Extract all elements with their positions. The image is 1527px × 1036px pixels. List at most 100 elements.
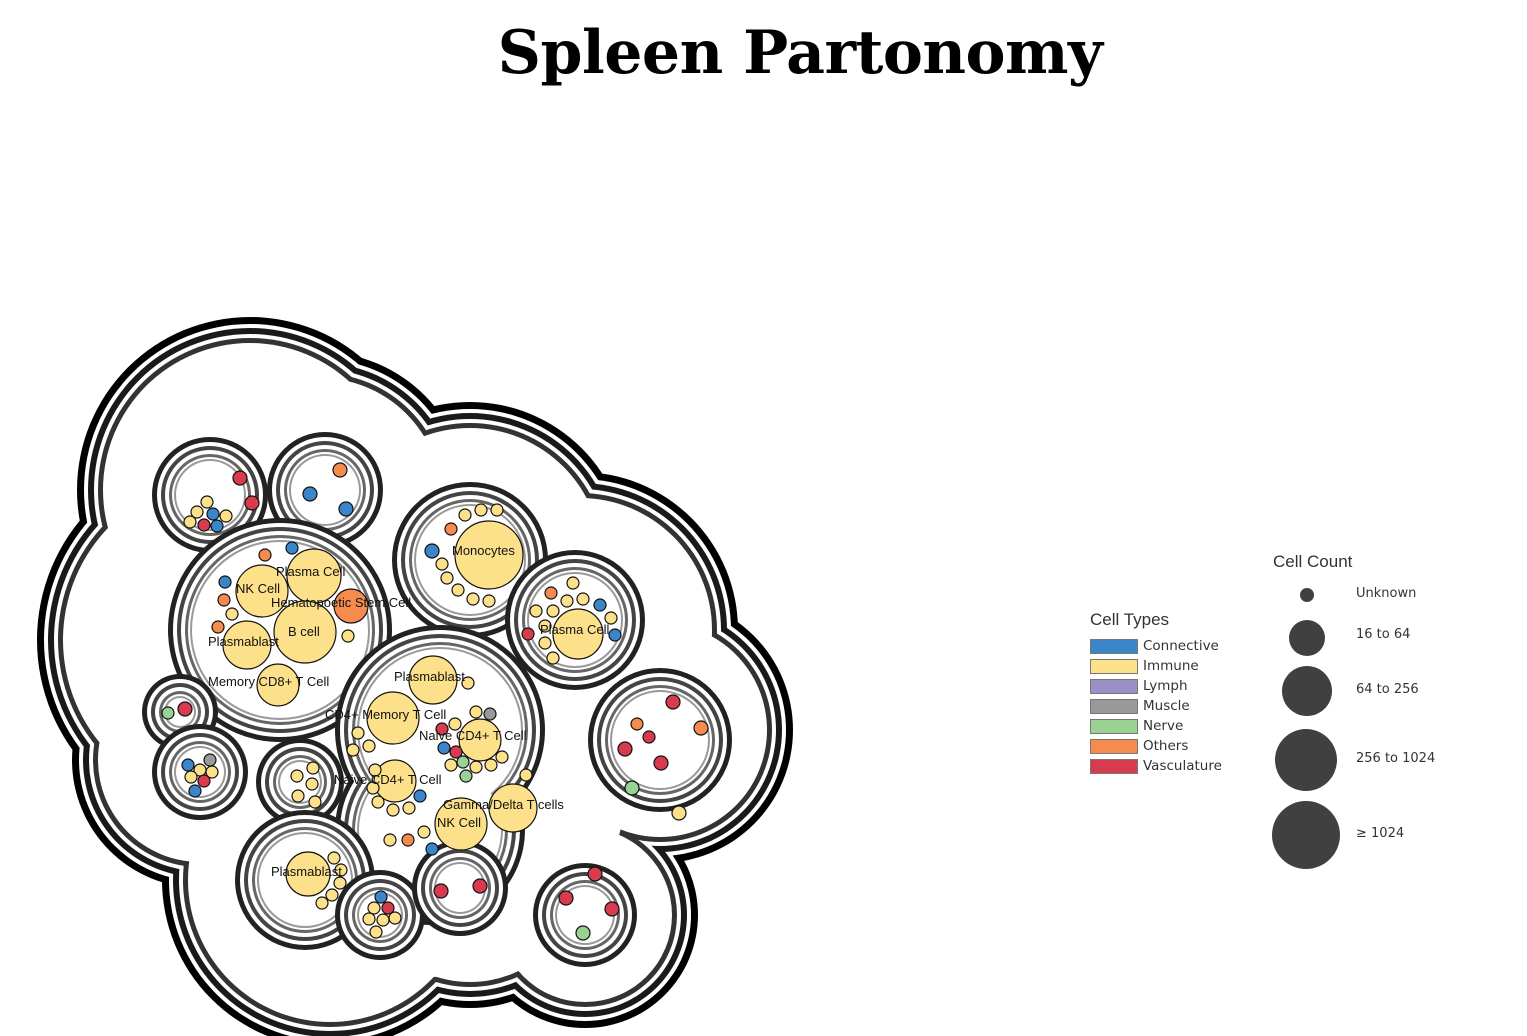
cell-type-node (401, 833, 415, 847)
cell-type-node (184, 770, 198, 784)
cell-type-node (558, 890, 574, 906)
cell-type-node (290, 769, 304, 783)
cell-type-node (341, 629, 355, 643)
cell-count-legend: Cell Count Unknown 16 to 64 64 to 256 25… (1270, 552, 1470, 882)
node-label-b-cell: B cell (288, 624, 320, 639)
cell-type-node (425, 842, 439, 856)
cell-type-node (203, 753, 217, 767)
node-label-plasmablast-center: Plasmablast (394, 669, 465, 684)
region-ring (436, 864, 484, 912)
cell-type-node (459, 769, 473, 783)
cell-type-node (488, 783, 538, 833)
cell-type-node (177, 701, 193, 717)
node-label-hematopoietic-stem-cell: Hematopoetic Stem Cell (271, 595, 411, 610)
cell-type-node (456, 755, 470, 769)
legend-item-vasculature[interactable]: Vasculature (1090, 756, 1222, 776)
cell-type-node (466, 592, 480, 606)
cell-type-node (285, 541, 299, 555)
node-label-nk-cell-left: NK Cell (236, 581, 280, 596)
cell-type-node (642, 730, 656, 744)
cell-type-node (332, 462, 348, 478)
cell-type-node (402, 801, 416, 815)
cell-type-node (461, 676, 475, 690)
cell-type-node (538, 636, 552, 650)
cell-type-node (458, 718, 502, 762)
count-dot-unknown (1300, 588, 1314, 602)
others-swatch (1090, 738, 1138, 754)
cell-type-node (482, 594, 496, 608)
cell-type-node (232, 470, 248, 486)
node-label-monocytes: Monocytes (452, 543, 515, 558)
cell-type-node (665, 694, 681, 710)
cell-type-node (521, 627, 535, 641)
cell-type-node (327, 851, 341, 865)
cell-type-node (315, 896, 329, 910)
cell-type-node (624, 780, 640, 796)
cell-type-node (408, 655, 458, 705)
cell-type-node (206, 507, 220, 521)
cell-type-node (469, 705, 483, 719)
cell-type-node (560, 594, 574, 608)
legend-label: Connective (1143, 638, 1219, 654)
vasculature-swatch (1090, 758, 1138, 774)
legend-item-nerve[interactable]: Nerve (1090, 716, 1222, 736)
cell-type-node (469, 760, 483, 774)
cell-type-node (604, 611, 618, 625)
cell-type-node (653, 755, 669, 771)
cell-type-node (474, 503, 488, 517)
node-label-cd4-memory: CD4+ Memory T Cell (325, 707, 446, 722)
cell-type-node (519, 768, 533, 782)
cell-type-node (373, 759, 417, 803)
cell-type-node (376, 913, 390, 927)
node-label-naive-cd4-a: Naive CD4+ T Cell (419, 728, 527, 743)
cell-type-node (693, 720, 709, 736)
cell-type-node (546, 651, 560, 665)
immune-swatch (1090, 658, 1138, 674)
cell-type-node (566, 576, 580, 590)
cell-type-node (351, 726, 365, 740)
legend-item-muscle[interactable]: Muscle (1090, 696, 1222, 716)
legend-item-connective[interactable]: Connective (1090, 636, 1222, 656)
cell-type-node (273, 600, 337, 664)
cell-type-node (244, 495, 260, 511)
cell-type-node (285, 851, 331, 897)
cell-type-node (333, 876, 347, 890)
legend-item-others[interactable]: Others (1090, 736, 1222, 756)
cell-type-node (258, 548, 272, 562)
cell-type-node (435, 722, 449, 736)
connective-swatch (1090, 638, 1138, 654)
cell-type-node (291, 789, 305, 803)
cell-type-node (306, 761, 320, 775)
cell-type-node (235, 564, 289, 618)
region-12 (588, 668, 732, 812)
cell-type-node (388, 911, 402, 925)
cell-type-node (413, 789, 427, 803)
cell-type-node (383, 833, 397, 847)
cell-type-node (205, 765, 219, 779)
count-label-16-64: 16 to 64 (1356, 627, 1411, 642)
cell-type-node (256, 663, 300, 707)
legend-item-immune[interactable]: Immune (1090, 656, 1222, 676)
count-label-1024-plus: ≥ 1024 (1356, 826, 1405, 841)
cell-type-node (593, 598, 607, 612)
legend-label: Immune (1143, 658, 1199, 674)
cell-type-node (617, 741, 633, 757)
lymph-swatch (1090, 678, 1138, 694)
muscle-swatch (1090, 698, 1138, 714)
cell-type-node (217, 593, 231, 607)
cell-type-node (161, 706, 175, 720)
cell-type-node (552, 608, 604, 660)
node-label-memory-cd8: Memory CD8+ T Cell (208, 674, 329, 689)
cell-type-node (546, 604, 560, 618)
cell-type-node (417, 825, 431, 839)
region-ring (612, 692, 708, 788)
cell-type-node (444, 758, 458, 772)
legend-item-lymph[interactable]: Lymph (1090, 676, 1222, 696)
cell-type-node (362, 739, 376, 753)
cell-type-node (671, 805, 687, 821)
cell-types-legend-title: Cell Types (1090, 610, 1170, 629)
cell-type-node (437, 741, 451, 755)
cell-type-node (587, 866, 603, 882)
cell-type-node (302, 486, 318, 502)
cell-type-node (308, 795, 322, 809)
